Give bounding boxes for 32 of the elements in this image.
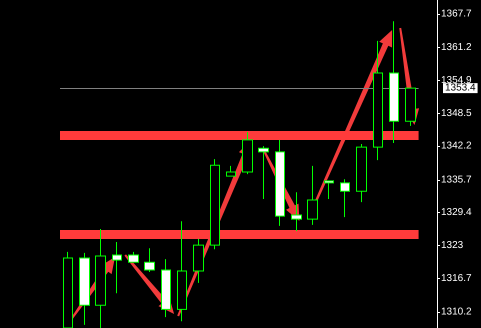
y-tick-label: 1323 <box>441 240 464 252</box>
y-tick-label: 1310.2 <box>441 306 472 318</box>
candlestick <box>258 146 269 200</box>
y-tick-label: 1367.7 <box>441 8 472 20</box>
candlestick <box>405 88 416 126</box>
candlestick <box>242 132 253 175</box>
candlestick <box>226 165 236 177</box>
y-tick-label: 1329.4 <box>441 206 472 218</box>
candlestick <box>161 258 171 318</box>
y-tick-label: 1316.7 <box>441 272 472 284</box>
candlestick <box>389 20 399 144</box>
candlestick <box>210 158 220 250</box>
candlestick <box>340 178 350 218</box>
y-tick-label: 1335.7 <box>441 174 472 186</box>
candlestick <box>373 40 383 161</box>
candlestick <box>324 180 334 200</box>
ref-line-label: 1353.4 <box>445 82 476 94</box>
y-tick-label: 1361.2 <box>441 42 472 54</box>
candlestick <box>144 248 155 273</box>
candlestick <box>307 165 318 226</box>
candlestick <box>275 139 285 226</box>
candlestick <box>356 144 367 203</box>
candlestick <box>63 251 73 328</box>
candlestick <box>112 241 122 294</box>
candlestick <box>193 238 204 284</box>
y-tick-label: 1348.5 <box>441 108 472 119</box>
candlestick <box>128 251 139 263</box>
candlestick <box>79 252 90 326</box>
candlestick <box>95 228 106 328</box>
y-tick-label: 1342.2 <box>441 140 472 152</box>
candlestick <box>177 220 187 322</box>
candlestick <box>291 192 302 232</box>
